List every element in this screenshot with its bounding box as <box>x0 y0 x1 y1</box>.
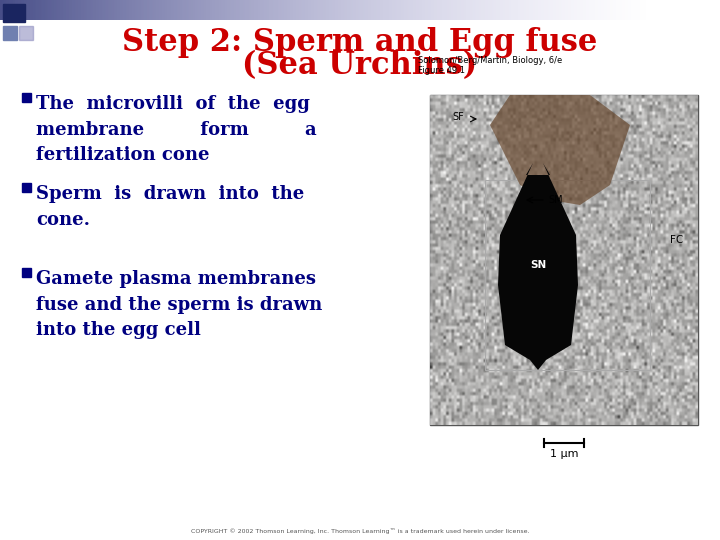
Text: SM: SM <box>548 195 562 205</box>
FancyBboxPatch shape <box>430 95 698 425</box>
Text: Sperm  is  drawn  into  the
cone.: Sperm is drawn into the cone. <box>36 185 305 229</box>
Text: The  microvilli  of  the  egg
membrane         form         a
fertilization cone: The microvilli of the egg membrane form … <box>36 95 317 164</box>
Bar <box>3 4 25 22</box>
Text: COPYRIGHT © 2002 Thomson Learning, Inc. Thomson Learning™ is a trademark used he: COPYRIGHT © 2002 Thomson Learning, Inc. … <box>191 528 529 534</box>
Text: Gamete plasma membranes
fuse and the sperm is drawn
into the egg cell: Gamete plasma membranes fuse and the spe… <box>36 270 323 340</box>
Text: FC: FC <box>670 235 683 245</box>
Polygon shape <box>498 163 578 370</box>
Text: Solomon/Berg/Martin, Biology, 6/e
Figure 49.1: Solomon/Berg/Martin, Biology, 6/e Figure… <box>418 56 562 75</box>
Text: Step 2: Sperm and Egg fuse: Step 2: Sperm and Egg fuse <box>122 26 598 57</box>
Text: 1 μm: 1 μm <box>550 449 578 459</box>
Polygon shape <box>490 95 630 205</box>
Text: (Sea Urchins): (Sea Urchins) <box>243 51 477 82</box>
Bar <box>3 26 17 40</box>
Text: SN: SN <box>530 260 546 270</box>
Bar <box>22 183 31 192</box>
Text: SF: SF <box>452 112 464 122</box>
Bar <box>19 26 33 40</box>
Bar <box>22 268 31 277</box>
Bar <box>22 93 31 102</box>
